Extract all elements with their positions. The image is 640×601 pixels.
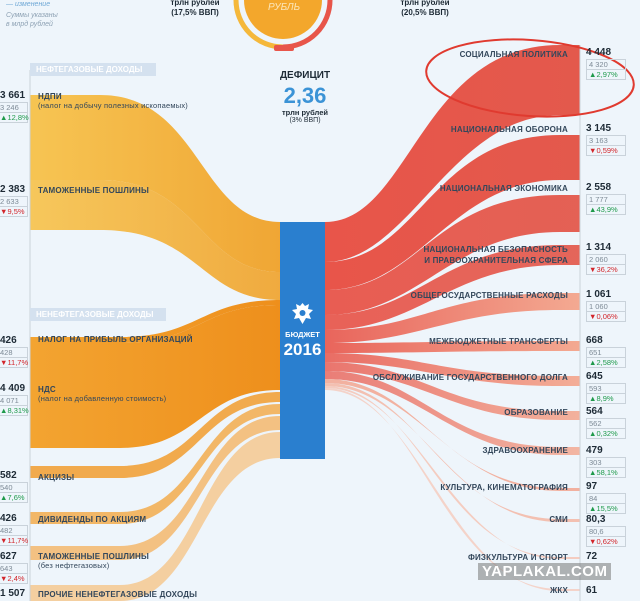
expense-label-housing: ЖКХ — [549, 586, 568, 595]
flow-economy — [325, 195, 580, 315]
top-left-note: — изменение Суммы указаны в млрд рублей — [6, 0, 66, 29]
ruble-coin — [233, 0, 333, 51]
budget-year: 2016 — [283, 340, 322, 359]
deficit-unit: трлн рублей — [282, 108, 328, 117]
income-label-vat: НДС (налог на добавленную стоимость) — [38, 385, 167, 403]
flow-customs — [30, 180, 280, 300]
watermark: YAPLAKAL.COM — [478, 563, 612, 580]
income-value-ndpi: 3 661 3 246 ▲12,8% — [0, 90, 29, 123]
income-value-dividends: 426 482 ▼11,7% — [0, 513, 29, 546]
coin-text: РУБЛЬ — [268, 2, 301, 13]
flow-social — [325, 45, 580, 262]
income-value-profit: 426 428 ▼11,7% — [0, 335, 29, 368]
income-value-customs-non-oil: 627 643 ▼2,4% — [0, 551, 28, 584]
expense-label-sport: ФИЗКУЛЬТУРА И СПОРТ — [467, 553, 568, 562]
flow-health — [325, 371, 580, 455]
income-label-customs: ТАМОЖЕННЫЕ ПОШЛИНЫ — [38, 186, 150, 195]
expense-label-economy: НАЦИОНАЛЬНАЯ ЭКОНОМИКА — [439, 184, 568, 193]
income-label-dividends: ДИВИДЕНДЫ ПО АКЦИЯМ — [38, 515, 147, 524]
income-label-customs-non-oil: ТАМОЖЕННЫЕ ПОШЛИНЫ (без нефтегазовых) — [38, 552, 150, 570]
expense-value-sport: 72 — [586, 551, 598, 562]
income-label-excise: АКЦИЗЫ — [38, 473, 75, 482]
expense-total-sub: трлн рублей (20,5% ВВП) — [400, 0, 450, 17]
budget-bar: БЮДЖЕТ 2016 — [280, 222, 325, 459]
expense-value-housing: 61 — [586, 585, 598, 596]
expense-value-culture: 97 84 ▲15,5% — [586, 481, 626, 514]
flow-vat — [30, 305, 280, 448]
expense-value-debt: 645 593 ▲8,9% — [586, 371, 626, 404]
income-total-sub: трлн рублей (17,5% ВВП) — [170, 0, 220, 17]
deficit-share: (3% ВВП) — [289, 117, 321, 124]
expense-value-health: 479 303 ▲58,1% — [586, 445, 626, 478]
expense-label-culture: КУЛЬТУРА, КИНЕМАТОГРАФИЯ — [440, 483, 568, 492]
flow-ndpi — [30, 95, 280, 272]
flow-security — [325, 245, 580, 330]
expense-value-security: 1 314 2 060 ▼36,2% — [586, 242, 626, 275]
expense-value-media: 80,3 80,6 ▼0,62% — [586, 514, 626, 547]
expense-value-economy: 2 558 1 777 ▲43,9% — [586, 182, 626, 215]
flow-education — [325, 362, 580, 420]
expense-label-media: СМИ — [549, 515, 568, 524]
income-label-ndpi: НДПИ (налог на добычу полезных ископаемых… — [38, 92, 188, 110]
coat-of-arms-icon — [292, 303, 313, 324]
expense-value-social: 4 448 4 320 ▲2,97% — [586, 47, 626, 80]
flow-profit-tax — [30, 300, 280, 343]
expense-label-general: ОБЩЕГОСУДАРСТВЕННЫЕ РАСХОДЫ — [410, 291, 568, 300]
income-value-other: 1 507 — [0, 588, 26, 599]
deficit-block: ДЕФИЦИТ 2,36 трлн рублей (3% ВВП) — [255, 70, 355, 124]
expense-value-defense: 3 145 3 163 ▼0,59% — [586, 123, 626, 156]
income-value-excise: 582 540 ▲7,6% — [0, 470, 28, 503]
expense-label-transfers: МЕЖБЮДЖЕТНЫЕ ТРАНСФЕРТЫ — [429, 337, 568, 346]
deficit-title: ДЕФИЦИТ — [279, 70, 331, 81]
flow-defense — [325, 135, 580, 290]
income-value-vat: 4 409 4 071 ▲8,31% — [0, 383, 29, 416]
expense-label-education: ОБРАЗОВАНИЕ — [504, 408, 568, 417]
expense-label-defense: НАЦИОНАЛЬНАЯ ОБОРОНА — [450, 125, 568, 134]
flow-excise — [30, 392, 280, 478]
budget-label: БЮДЖЕТ — [285, 330, 320, 339]
flow-general — [325, 293, 580, 343]
change-legend: — изменение — [6, 1, 51, 8]
expense-value-general: 1 061 1 060 ▼0,06% — [586, 289, 626, 322]
income-value-customs: 2 383 2 633 ▼9,5% — [0, 184, 28, 217]
flow-other-income — [30, 432, 280, 601]
expense-label-health: ЗДРАВООХРАНЕНИЕ — [482, 446, 568, 455]
expense-value-transfers: 668 651 ▲2,58% — [586, 335, 626, 368]
deficit-value: 2,36 — [283, 83, 327, 108]
flow-dividends — [30, 404, 280, 524]
highlight-circle — [425, 38, 635, 118]
expense-label-social: СОЦИАЛЬНАЯ ПОЛИТИКА — [459, 50, 568, 59]
flow-customs-non-oil — [30, 416, 280, 560]
section-non-oil-gas: НЕНЕФТЕГАЗОВЫЕ ДОХОДЫ — [30, 308, 166, 321]
expense-value-education: 564 562 ▲0,32% — [586, 406, 626, 439]
expense-label-debt: ОБСЛУЖИВАНИЕ ГОСУДАРСТВЕННОГО ДОЛГА — [372, 373, 568, 382]
income-label-profit: НАЛОГ НА ПРИБЫЛЬ ОРГАНИЗАЦИЙ — [38, 335, 193, 344]
section-oil-gas: НЕФТЕГАЗОВЫЕ ДОХОДЫ — [30, 63, 156, 76]
expense-label-security: НАЦИОНАЛЬНАЯ БЕЗОПАСНОСТЬ И ПРАВООХРАНИТЕ… — [423, 245, 568, 265]
income-label-other: ПРОЧИЕ НЕНЕФТЕГАЗОВЫЕ ДОХОДЫ — [38, 590, 198, 599]
flow-transfers — [325, 341, 580, 353]
units-note: Суммы указаны в млрд рублей — [6, 12, 58, 28]
flow-debt — [325, 353, 580, 386]
